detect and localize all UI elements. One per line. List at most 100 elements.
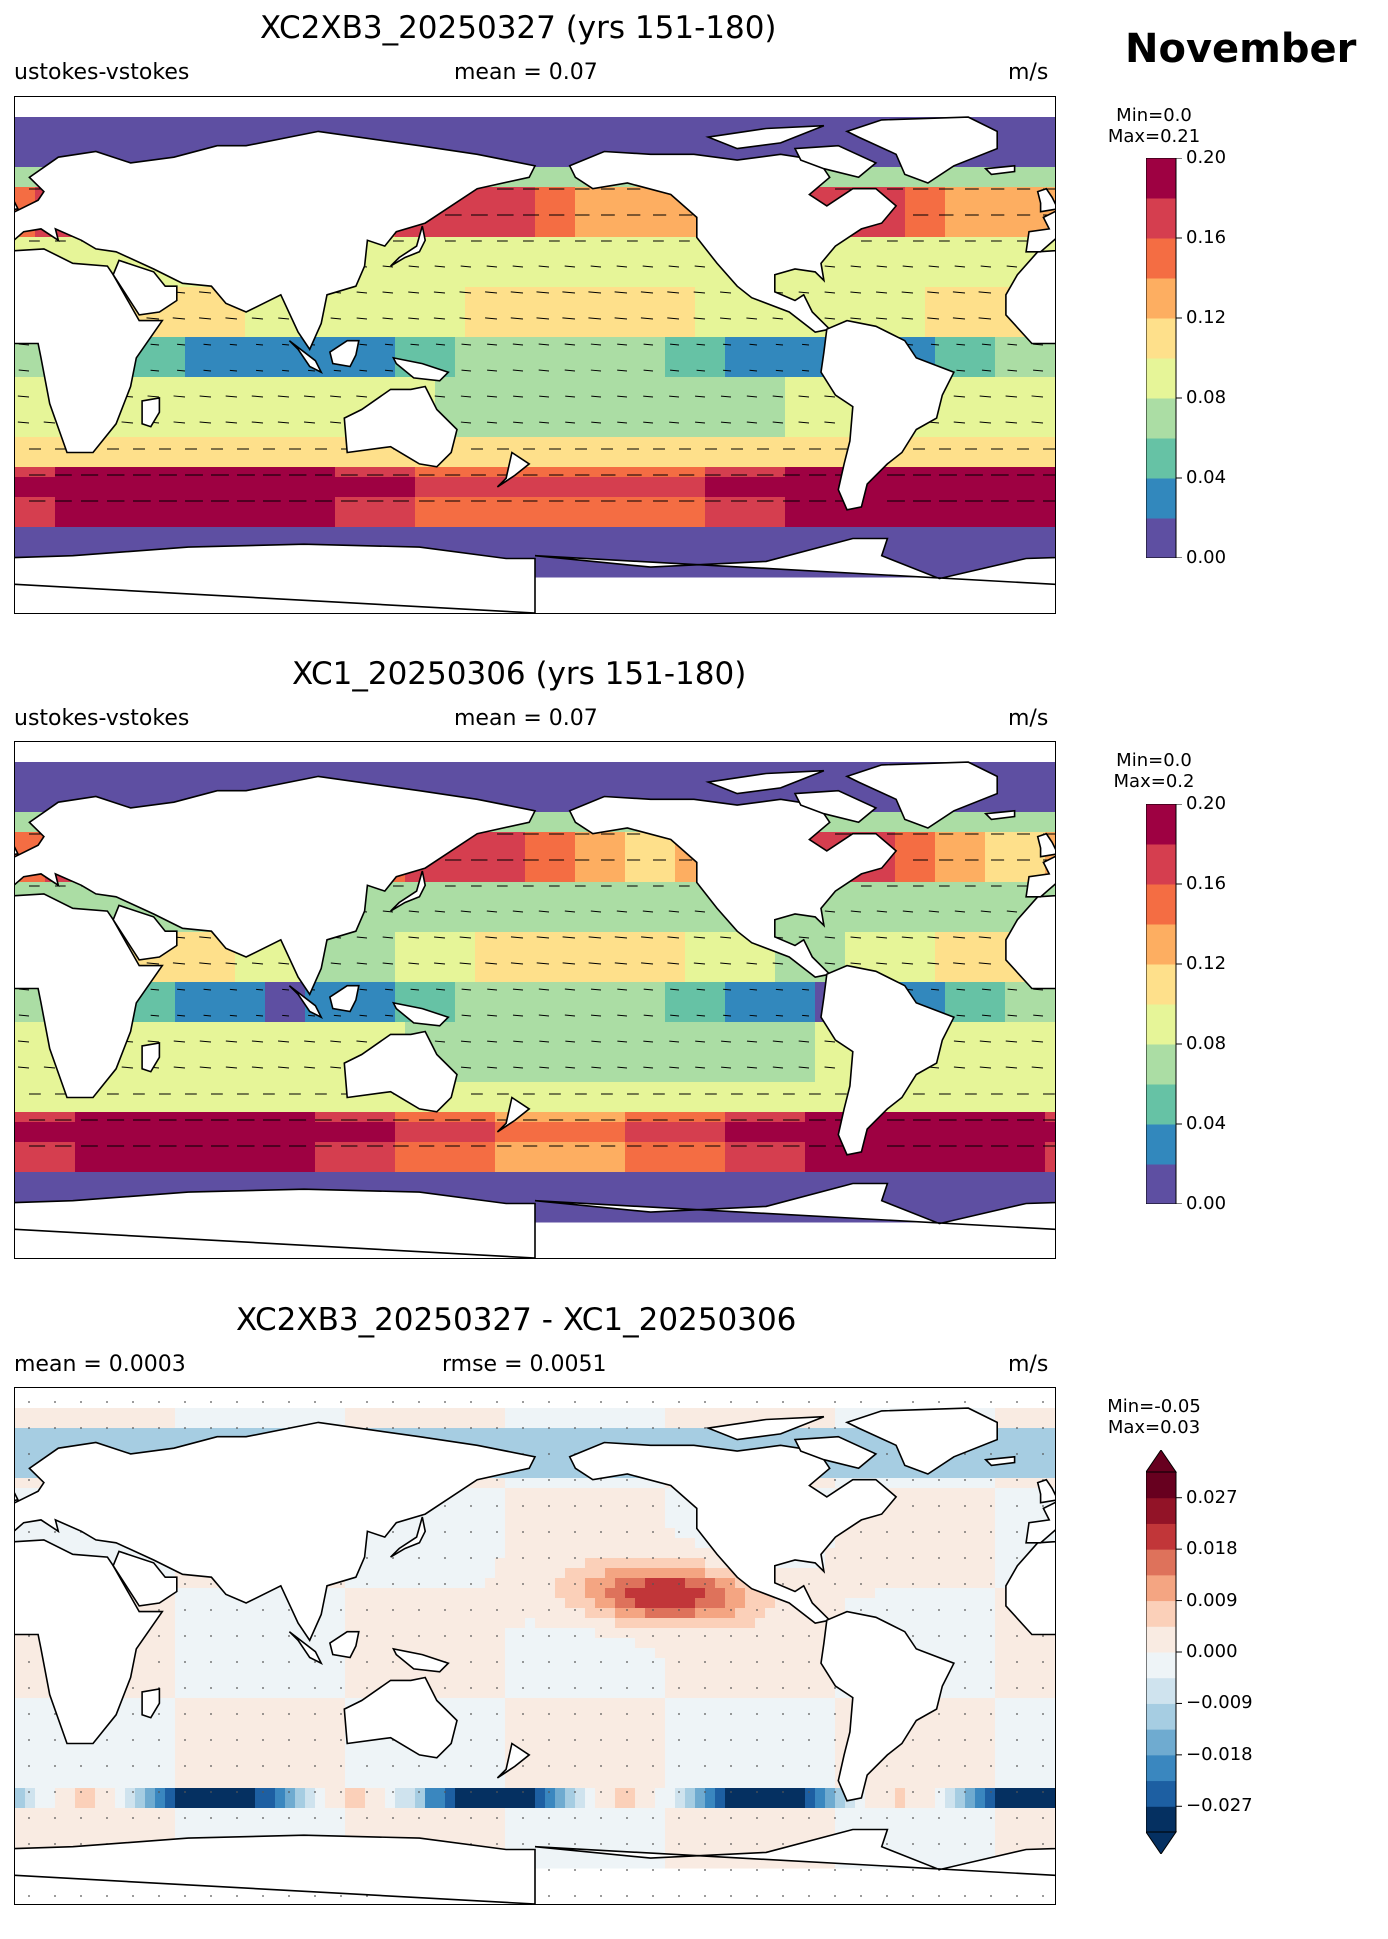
field-cell (1035, 387, 1046, 398)
field-cell (615, 277, 626, 288)
field-cell (885, 297, 896, 308)
vector-arrow (359, 343, 368, 346)
field-cell (455, 427, 466, 438)
field-cell (975, 327, 986, 338)
field-cell (915, 237, 926, 248)
field-cell (255, 517, 266, 528)
field-cell (765, 357, 776, 368)
field-cell (295, 457, 306, 468)
field-cell (225, 497, 236, 508)
field-cell (615, 547, 626, 558)
field-cell (755, 487, 766, 498)
field-cell (725, 287, 736, 298)
field-cell (595, 187, 606, 198)
field-cell (95, 467, 106, 478)
field-cell (1025, 507, 1036, 518)
field-cell (665, 537, 676, 548)
field-cell (615, 437, 626, 448)
field-cell (795, 347, 806, 358)
field-cell (565, 437, 576, 448)
field-cell (215, 357, 226, 368)
field-cell (435, 347, 446, 358)
field-cell (845, 277, 856, 288)
field-cell (585, 377, 596, 388)
field-cell (395, 237, 406, 248)
field-cell (695, 507, 706, 518)
field-cell (155, 517, 166, 528)
field-cell (25, 537, 36, 548)
field-cell (765, 487, 776, 498)
field-cell (605, 317, 616, 328)
vector-arrow (928, 265, 940, 268)
field-cell (565, 457, 576, 468)
field-cell (685, 417, 696, 428)
field-cell (1015, 147, 1026, 158)
field-cell (235, 137, 246, 148)
field-cell (985, 427, 996, 438)
field-cell (905, 197, 916, 208)
vector-arrow (643, 343, 654, 346)
vector-arrow (1007, 369, 1018, 372)
field-cell (165, 327, 176, 338)
field-cell (555, 207, 566, 218)
field-cell (1015, 137, 1026, 148)
vector-arrow (282, 343, 290, 346)
field-cell (655, 437, 666, 448)
field-cell (825, 177, 836, 188)
field-cell (905, 507, 916, 518)
field-cell (835, 397, 846, 408)
field-cell (985, 117, 996, 128)
field-cell (495, 247, 506, 258)
field-cell (565, 487, 576, 498)
field-cell (105, 117, 116, 128)
field-cell (535, 147, 546, 158)
field-cell (525, 237, 536, 248)
field-cell (815, 127, 826, 138)
field-cell (365, 457, 376, 468)
field-cell (995, 237, 1006, 248)
field-cell (545, 337, 556, 348)
field-cell (645, 367, 656, 378)
field-cell (735, 417, 746, 428)
field-cell (905, 497, 916, 508)
field-cell (85, 257, 96, 268)
field-cell (955, 327, 966, 338)
field-cell (265, 457, 276, 468)
field-cell (905, 217, 916, 228)
field-cell (525, 387, 536, 398)
field-cell (1005, 337, 1016, 348)
field-cell (765, 147, 776, 158)
field-cell (1035, 217, 1046, 228)
field-cell (395, 247, 406, 258)
field-cell (245, 377, 256, 388)
field-cell (835, 317, 846, 328)
field-cell (275, 377, 286, 388)
field-cell (345, 527, 356, 538)
vector-arrow (147, 395, 160, 398)
field-cell (385, 367, 396, 378)
field-cell (695, 127, 706, 138)
field-cell (885, 477, 896, 488)
field-cell (775, 427, 786, 438)
field-cell (525, 547, 536, 558)
field-cell (685, 367, 696, 378)
field-cell (455, 247, 466, 258)
field-cell (295, 357, 306, 368)
vector-arrow (696, 369, 706, 372)
field-cell (675, 207, 686, 218)
field-cell (935, 177, 946, 188)
vector-arrow (1006, 265, 1018, 268)
field-cell (165, 147, 176, 158)
field-cell (415, 507, 426, 518)
field-cell (35, 157, 46, 168)
field-cell (505, 487, 516, 498)
field-cell (55, 237, 66, 248)
vector-arrow (251, 317, 264, 320)
field-cell (135, 407, 146, 418)
field-cell (515, 127, 526, 138)
field-cell (495, 447, 506, 458)
field-cell (685, 237, 696, 248)
field-cell (305, 377, 316, 388)
field-cell (265, 467, 276, 478)
field-cell (745, 427, 756, 438)
